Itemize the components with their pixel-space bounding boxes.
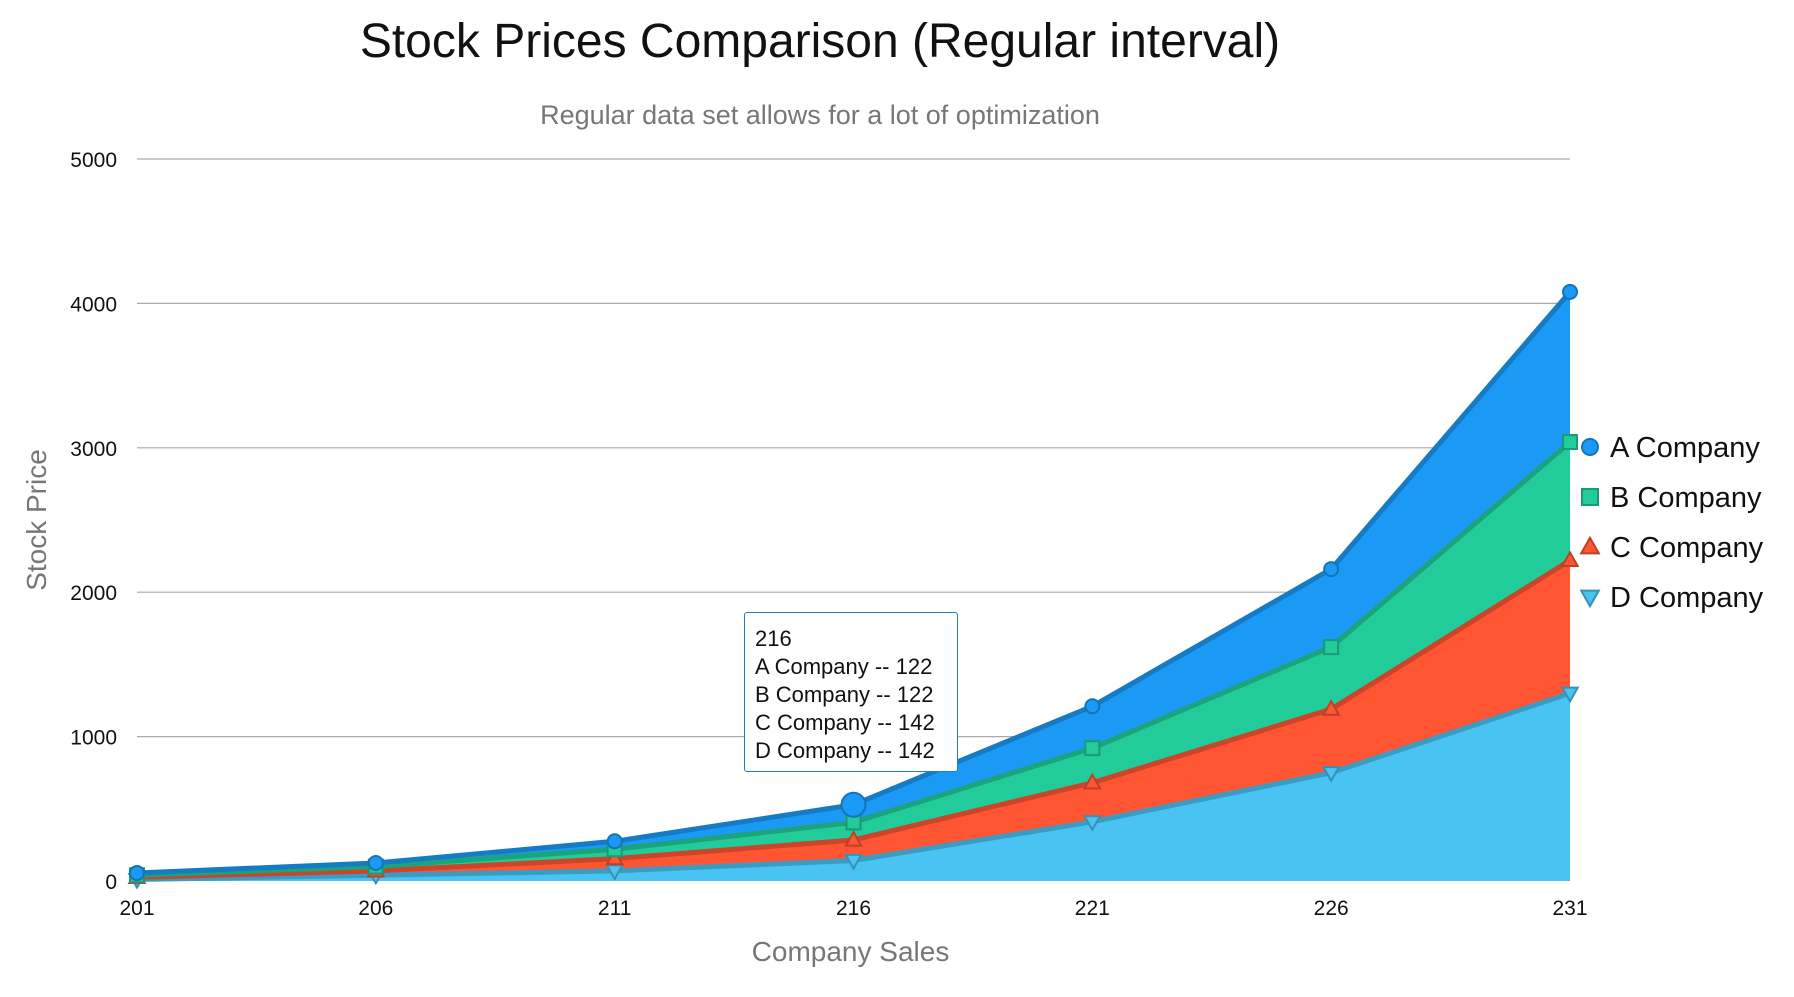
y-tick-label: 3000 bbox=[70, 438, 117, 461]
data-point bbox=[1323, 561, 1340, 578]
legend-label: A Company bbox=[1610, 432, 1760, 464]
x-tick-label: 206 bbox=[358, 897, 393, 920]
legend-marker bbox=[1579, 535, 1601, 555]
tooltip-line: A Company -- 122 bbox=[755, 654, 933, 679]
x-tick-label: 221 bbox=[1075, 897, 1110, 920]
data-point bbox=[1562, 434, 1578, 451]
legend-marker bbox=[1581, 488, 1599, 506]
tooltip: 216 A Company -- 122 B Company -- 122 C … bbox=[744, 612, 958, 772]
data-point bbox=[1084, 740, 1101, 757]
legend-label: C Company bbox=[1610, 532, 1764, 564]
y-tick-label: 4000 bbox=[70, 293, 117, 316]
x-tick-label: 216 bbox=[836, 897, 871, 920]
x-tick-label: 211 bbox=[598, 897, 631, 920]
data-point bbox=[367, 854, 384, 871]
chart-title: Stock Prices Comparison (Regular interva… bbox=[359, 15, 1281, 68]
data-point bbox=[840, 791, 867, 818]
x-tick-label: 201 bbox=[119, 897, 154, 920]
data-point bbox=[844, 829, 863, 847]
y-tick-label: 2000 bbox=[70, 582, 117, 605]
data-point bbox=[1321, 699, 1341, 716]
data-point bbox=[1082, 772, 1102, 790]
tooltip-line: C Company -- 142 bbox=[755, 710, 935, 735]
legend-label: B Company bbox=[1610, 482, 1762, 514]
data-point bbox=[844, 853, 863, 871]
data-point bbox=[605, 864, 625, 881]
data-point bbox=[605, 848, 625, 866]
data-point bbox=[1562, 283, 1578, 300]
y-tick-label: 0 bbox=[105, 871, 117, 894]
area-d-company bbox=[137, 693, 1570, 881]
legend-label: D Company bbox=[1610, 582, 1764, 614]
data-point bbox=[1323, 639, 1340, 656]
x-axis-label: Company Sales bbox=[752, 936, 950, 967]
data-point bbox=[1082, 815, 1102, 832]
data-point bbox=[1321, 766, 1341, 783]
data-point bbox=[129, 865, 145, 882]
x-tick-label: 226 bbox=[1314, 897, 1349, 920]
tooltip-line: D Company -- 142 bbox=[755, 738, 935, 763]
data-point bbox=[1560, 686, 1580, 704]
tooltip-line: B Company -- 122 bbox=[755, 682, 934, 707]
y-tick-label: 5000 bbox=[70, 149, 117, 172]
legend-marker bbox=[1579, 589, 1601, 609]
tooltip-title: 216 bbox=[755, 626, 792, 651]
y-axis-label: Stock Price bbox=[21, 449, 52, 591]
data-point bbox=[1084, 698, 1101, 715]
y-tick-label: 1000 bbox=[70, 727, 117, 750]
data-point bbox=[1560, 550, 1580, 568]
legend-marker bbox=[1581, 438, 1599, 456]
data-point bbox=[606, 833, 623, 850]
chart-subtitle: Regular data set allows for a lot of opt… bbox=[540, 100, 1100, 130]
x-tick-label: 231 bbox=[1552, 897, 1587, 920]
